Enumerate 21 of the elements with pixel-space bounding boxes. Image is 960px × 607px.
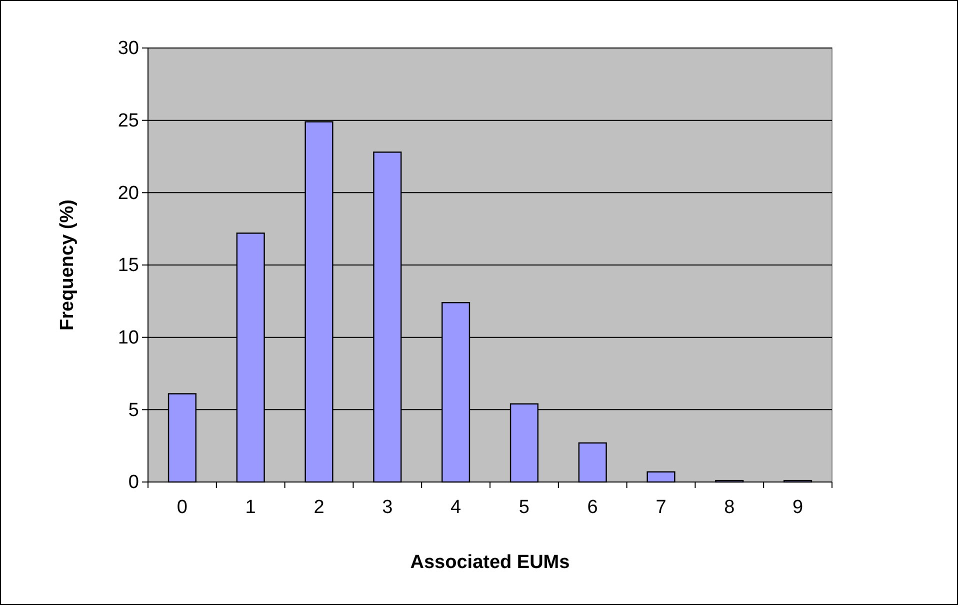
- x-tick-label: 9: [792, 497, 804, 518]
- x-tick-label: 7: [656, 497, 666, 518]
- x-tick-label: 2: [314, 497, 324, 518]
- y-tick-label: 15: [118, 255, 139, 276]
- y-tick-label: 25: [118, 110, 139, 132]
- bar: [578, 442, 607, 483]
- y-tick-label: 20: [118, 182, 139, 204]
- x-tick-label: 1: [245, 497, 256, 518]
- y-tick-label: 30: [118, 38, 139, 60]
- x-tick-label: 0: [176, 497, 188, 518]
- x-tick-label: 8: [724, 497, 735, 518]
- y-tick-label: 0: [128, 472, 139, 494]
- x-tick-label: 5: [518, 497, 530, 518]
- x-tick-label: 4: [450, 497, 462, 518]
- x-axis-title: Associated EUMs: [410, 552, 570, 573]
- bar: [646, 471, 676, 483]
- x-tick-label: 6: [587, 497, 598, 518]
- y-tick-label: 10: [118, 327, 139, 348]
- y-tick-label: 5: [128, 400, 139, 421]
- x-tick-label: 3: [382, 497, 393, 518]
- y-axis-title: Frequency (%): [57, 200, 78, 330]
